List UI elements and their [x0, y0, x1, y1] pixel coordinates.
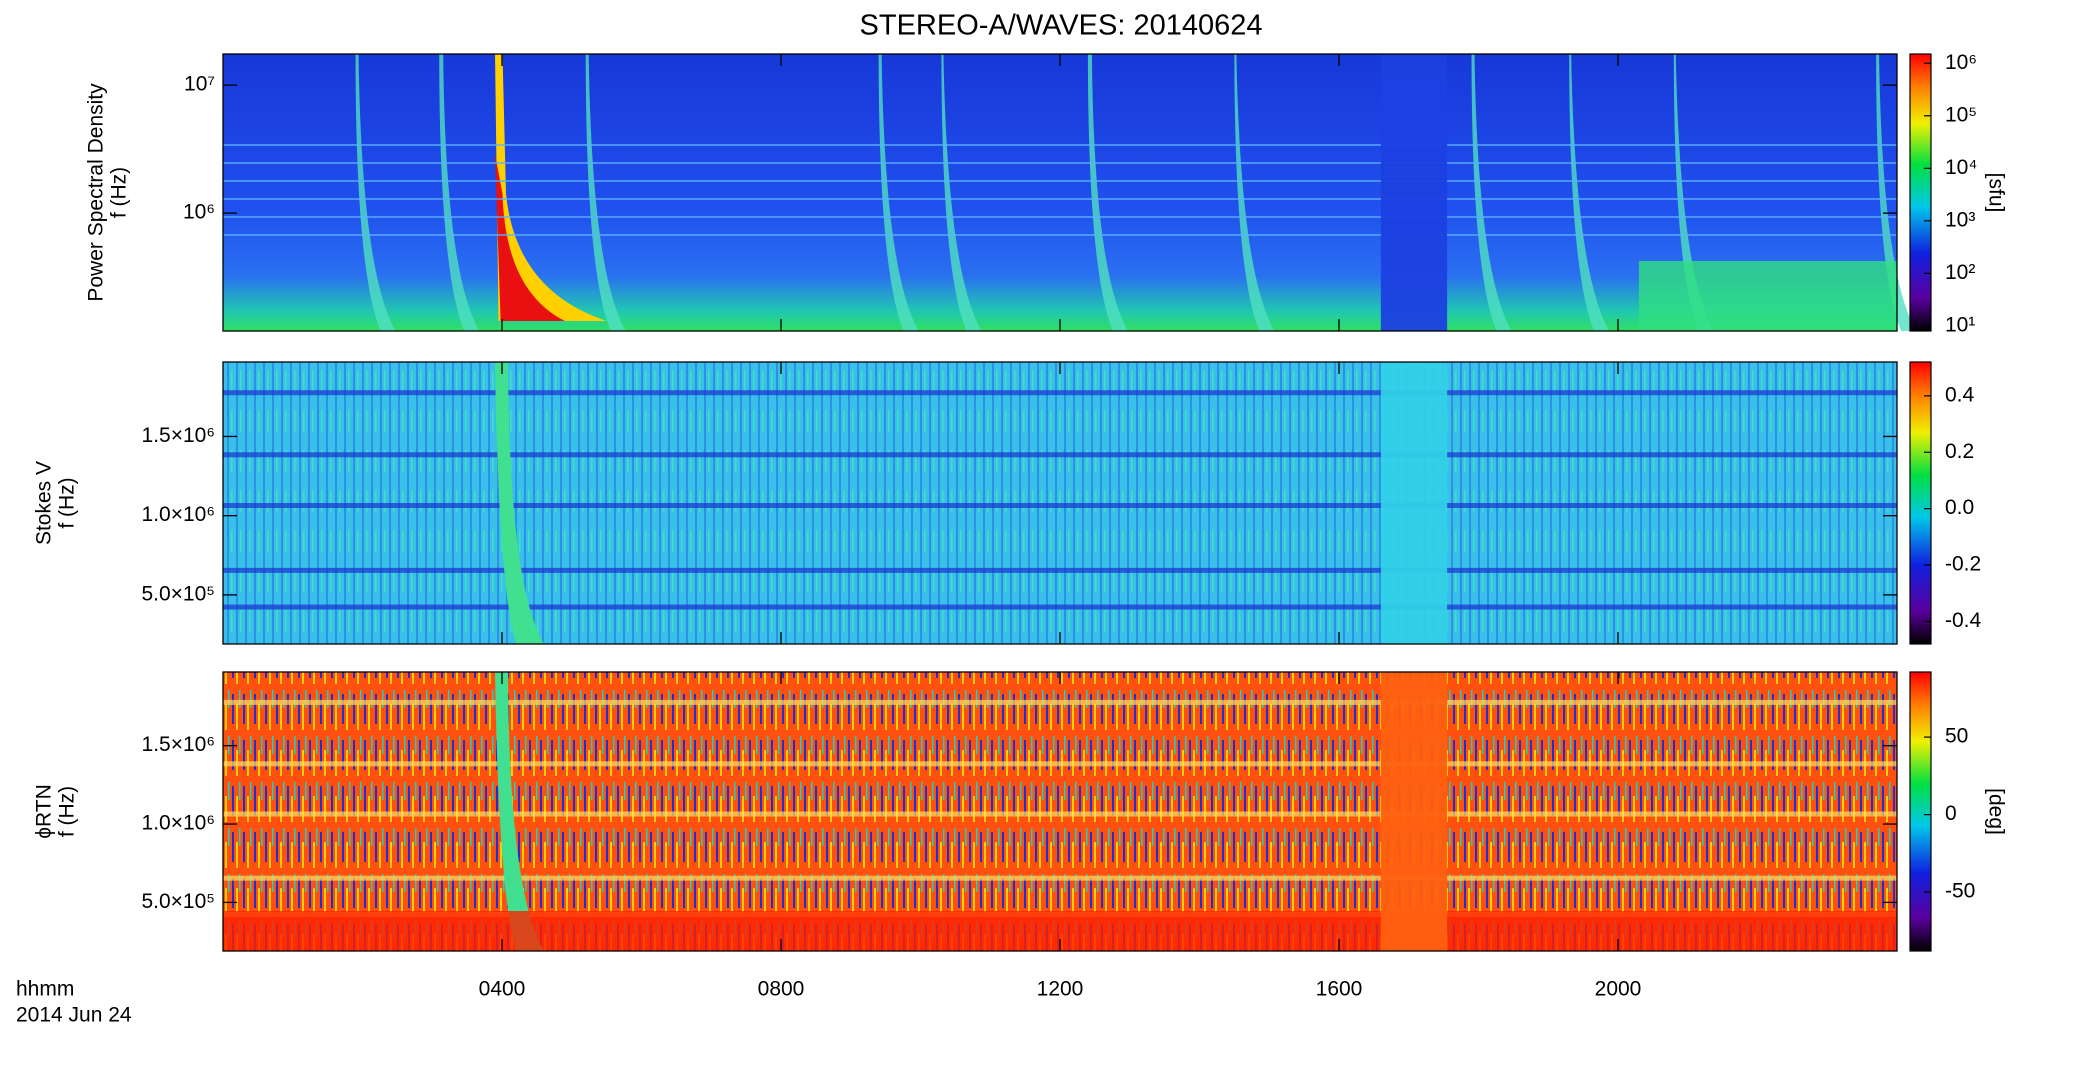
band [223, 390, 1897, 396]
time-axis-date: 2014 Jun 24 [16, 1004, 132, 1027]
band [223, 503, 1897, 508]
y-axis-label: f (Hz) [56, 786, 79, 837]
colorbar-tick-label: 10² [1945, 261, 1975, 284]
burst [1087, 54, 1128, 331]
data-gap [1380, 362, 1448, 644]
y-tick-label: 10⁷ [184, 73, 215, 96]
colorbar-tick-label: 0.2 [1945, 440, 1974, 463]
colorbar-tick-label: 0 [1945, 802, 1957, 825]
y-axis-label: Power Spectral Density [85, 83, 108, 302]
y-axis-label: Stokes V [33, 461, 56, 545]
time-axis-label: hhmm [16, 978, 74, 1001]
y-tick-label: 1.5×10⁶ [142, 733, 215, 756]
band [223, 162, 1897, 164]
y-axis-label: f (Hz) [56, 477, 79, 528]
bg-band [1638, 261, 1897, 331]
band [223, 198, 1897, 200]
burst [495, 362, 544, 644]
colorbar-label: [deg] [1984, 788, 2007, 835]
y-axis-label: f (Hz) [108, 167, 131, 218]
colorbar-tick-label: 10⁶ [1945, 51, 1977, 74]
band [223, 452, 1897, 458]
colorbar [1909, 53, 1932, 332]
burst [941, 54, 982, 331]
burst [1569, 54, 1610, 331]
y-tick-label: 10⁶ [183, 201, 215, 224]
band [223, 567, 1897, 573]
colorbar-tick-label: 50 [1945, 725, 1968, 748]
colorbar [1909, 361, 1932, 645]
band [223, 234, 1897, 236]
colorbar-label: [sfu] [1984, 173, 2007, 213]
burst [355, 54, 396, 331]
band [223, 144, 1897, 146]
colorbar-tick-label: 10⁵ [1945, 103, 1977, 126]
colorbar-tick-label: -0.2 [1945, 553, 1981, 576]
colorbar-tick-label: -0.4 [1945, 609, 1982, 632]
x-tick-label: 2000 [1595, 978, 1642, 1001]
colorbar-tick-label: 10¹ [1945, 313, 1975, 336]
x-tick-label: 1200 [1037, 978, 1084, 1001]
colorbar [1909, 671, 1932, 952]
y-tick-label: 5.0×10⁵ [141, 890, 215, 913]
y-axis-label: ϕRTN [33, 784, 56, 839]
y-tick-label: 5.0×10⁵ [141, 582, 215, 605]
burst [585, 54, 626, 331]
colorbar-tick-label: 10⁴ [1945, 156, 1977, 179]
figure-title: STEREO-A/WAVES: 20140624 [860, 10, 1263, 42]
band [223, 216, 1897, 218]
band [223, 699, 1897, 705]
burst [495, 54, 607, 321]
colorbar-tick-label: -50 [1945, 880, 1975, 903]
band [223, 875, 1897, 881]
band [223, 604, 1897, 610]
data-gap [1380, 54, 1448, 331]
band [223, 811, 1897, 817]
band [223, 761, 1897, 767]
y-tick-label: 1.0×10⁶ [142, 812, 215, 835]
colorbar-tick-label: 0.0 [1945, 496, 1974, 519]
x-tick-label: 0400 [479, 978, 526, 1001]
band [223, 180, 1897, 182]
burst [1234, 54, 1275, 331]
spectrogram-features [223, 362, 1897, 644]
spectrogram-features [223, 54, 1917, 331]
data-gap [1380, 672, 1448, 951]
colorbar-tick-label: 10³ [1945, 208, 1975, 231]
burst [878, 54, 919, 331]
y-tick-label: 1.0×10⁶ [142, 503, 215, 526]
x-tick-label: 1600 [1316, 978, 1363, 1001]
burst [439, 54, 480, 331]
y-tick-label: 1.5×10⁶ [142, 424, 215, 447]
burst [495, 154, 565, 321]
burst [1471, 54, 1512, 331]
burst [495, 672, 544, 951]
x-tick-label: 0800 [758, 978, 805, 1001]
colorbar-tick-label: 0.4 [1945, 383, 1975, 406]
